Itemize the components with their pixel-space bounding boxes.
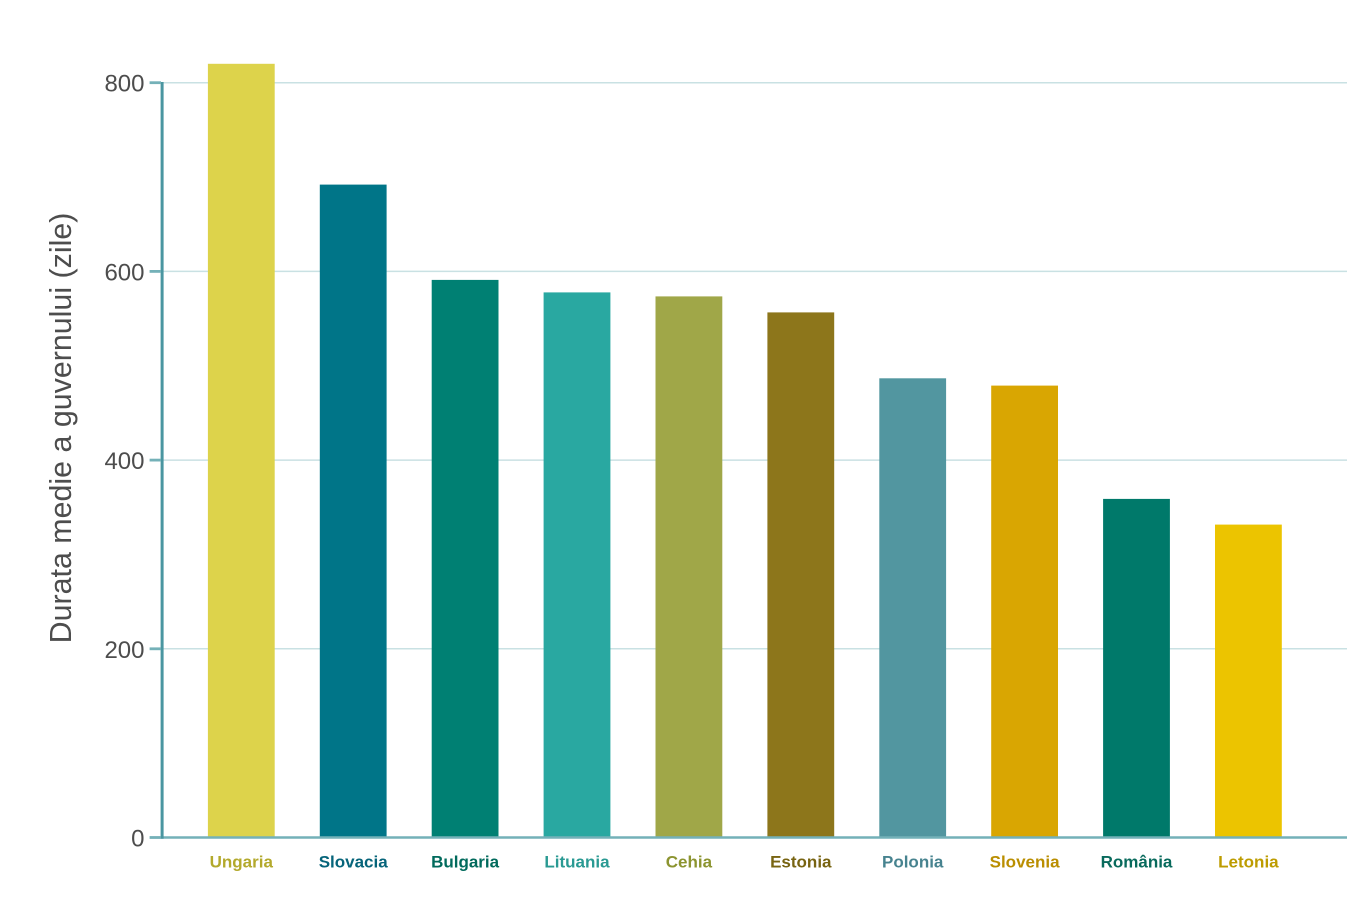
svg-text:Letonia: Letonia xyxy=(1218,853,1279,872)
svg-text:Durata medie a guvernului (zil: Durata medie a guvernului (zile) xyxy=(44,213,78,644)
svg-text:Bulgaria: Bulgaria xyxy=(431,853,500,872)
svg-text:Slovacia: Slovacia xyxy=(319,853,389,872)
svg-text:600: 600 xyxy=(104,259,144,286)
svg-text:Estonia: Estonia xyxy=(770,853,832,872)
svg-text:400: 400 xyxy=(104,448,144,475)
svg-text:200: 200 xyxy=(104,637,144,664)
svg-text:Ungaria: Ungaria xyxy=(210,853,274,872)
svg-text:800: 800 xyxy=(104,71,144,98)
svg-text:România: România xyxy=(1101,853,1173,872)
svg-text:Lituania: Lituania xyxy=(544,853,610,872)
svg-text:Polonia: Polonia xyxy=(882,853,944,872)
svg-text:Slovenia: Slovenia xyxy=(990,853,1060,872)
svg-text:Cehia: Cehia xyxy=(666,853,713,872)
svg-text:0: 0 xyxy=(131,826,144,853)
